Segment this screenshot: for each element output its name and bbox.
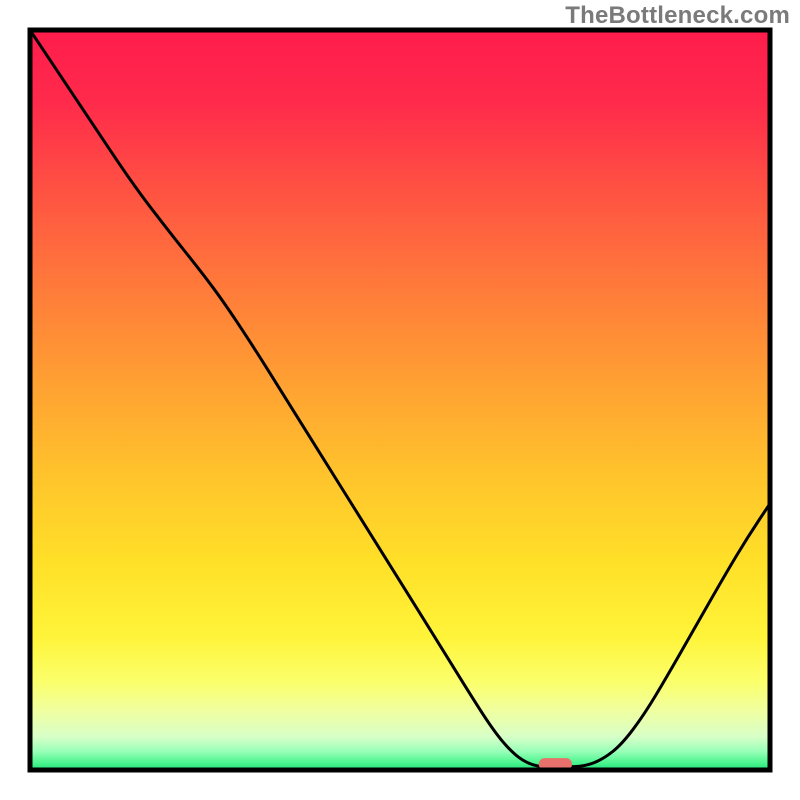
plot-area — [30, 30, 770, 770]
plot-background-gradient — [30, 30, 770, 770]
bottleneck-chart-svg — [0, 0, 800, 800]
bottleneck-chart-container: TheBottleneck.com — [0, 0, 800, 800]
